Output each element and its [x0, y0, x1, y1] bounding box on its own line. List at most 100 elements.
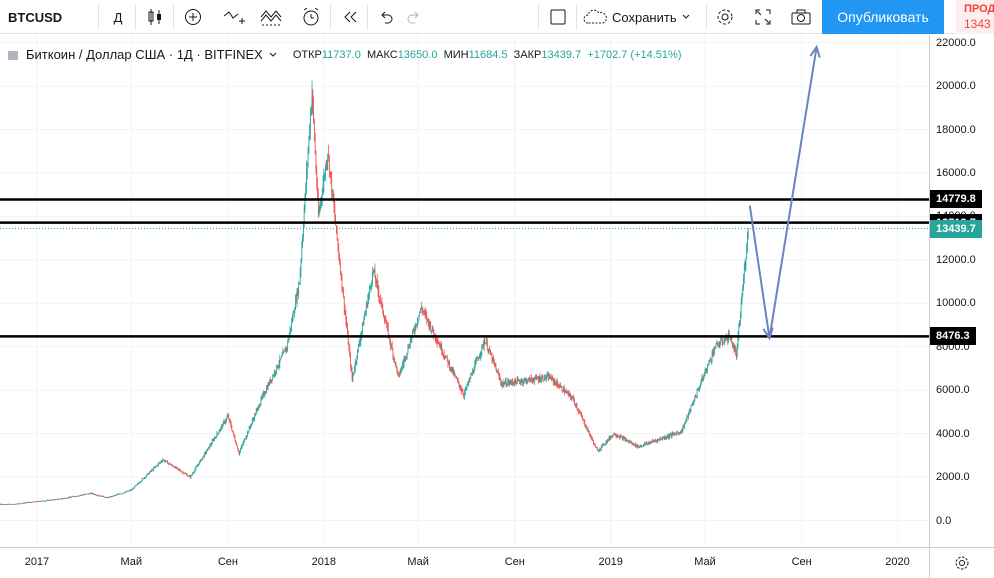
candle [123, 492, 125, 494]
replay-icon[interactable] [336, 0, 364, 34]
chevron-down-icon[interactable] [269, 52, 277, 58]
candle [14, 504, 16, 505]
arrow-path[interactable] [748, 46, 818, 339]
candle [273, 369, 275, 379]
candle [422, 307, 424, 314]
candle [474, 360, 476, 372]
candle [241, 444, 243, 449]
candle [10, 504, 12, 505]
interval-button[interactable]: Д [113, 9, 123, 25]
candle [548, 373, 550, 380]
indicators-icon[interactable] [255, 0, 287, 34]
candle [555, 381, 557, 386]
horizontal-levels[interactable] [0, 198, 929, 338]
price-chart[interactable] [0, 35, 929, 547]
candle [490, 349, 491, 356]
candle [133, 486, 135, 489]
compare-icon[interactable] [218, 0, 250, 34]
chart-settings-button[interactable] [929, 547, 994, 578]
candle [710, 356, 711, 362]
symbol-search-button[interactable]: BTCUSD [8, 9, 63, 25]
candle [633, 444, 635, 447]
candle [675, 431, 677, 436]
sell-button[interactable]: ПРОД 1343 [956, 0, 994, 34]
candle [229, 418, 231, 425]
collapse-legend-icon[interactable] [8, 49, 20, 61]
candle [679, 431, 681, 435]
candle [191, 474, 193, 476]
candle [367, 294, 369, 309]
toolbar-divider [576, 4, 577, 30]
candle [417, 319, 419, 325]
candle [322, 175, 324, 196]
redo-icon[interactable] [400, 0, 428, 34]
candle [714, 347, 716, 350]
undo-icon[interactable] [372, 0, 400, 34]
candle [242, 441, 244, 446]
candle [349, 344, 351, 358]
change-value: +1702.7 (+14.51%) [587, 48, 682, 61]
candle [158, 462, 160, 466]
candle [703, 374, 704, 382]
candle [673, 432, 675, 436]
candle [585, 423, 586, 429]
candle [102, 496, 104, 497]
candle [493, 358, 495, 367]
candle [86, 493, 88, 495]
candle [141, 478, 143, 482]
candle [261, 395, 263, 401]
candle [404, 355, 406, 362]
fullscreen-icon[interactable] [748, 0, 778, 34]
add-indicator-icon[interactable] [178, 0, 208, 34]
candle [27, 502, 29, 504]
candle [414, 324, 416, 336]
candle [406, 352, 408, 360]
candle [649, 441, 651, 445]
candles-icon[interactable] [140, 0, 170, 34]
candle [104, 496, 106, 499]
candle [384, 315, 386, 323]
candle [129, 489, 131, 492]
candle [352, 372, 354, 383]
legend-title[interactable]: Биткоин / Доллар США · 1Д · BITFINEX [26, 47, 263, 62]
candle [578, 408, 579, 415]
candle [78, 495, 79, 497]
candle [540, 376, 542, 383]
candle [100, 495, 102, 497]
candle [318, 205, 320, 217]
projection-arrow[interactable] [748, 44, 821, 341]
save-button[interactable]: Сохранить [582, 0, 706, 34]
candle [334, 201, 336, 222]
candle [332, 188, 333, 199]
alert-icon[interactable] [296, 0, 326, 34]
y-tick-label: 2000.0 [936, 471, 970, 484]
candle [689, 408, 691, 412]
candle [458, 381, 460, 388]
candle [67, 497, 68, 499]
candle [628, 439, 630, 443]
candle [279, 355, 281, 369]
candle [418, 315, 420, 321]
candle [468, 380, 469, 387]
candle [78, 495, 80, 497]
time-axis[interactable]: 2017 Май Сен 2018 Май Сен 2019 Май Сен 2020 [0, 547, 929, 578]
candle [42, 500, 44, 502]
candle [133, 487, 135, 490]
candle [583, 419, 585, 424]
candle [345, 309, 347, 326]
close-label: ЗАКР [513, 48, 542, 61]
settings-icon[interactable] [710, 0, 740, 34]
candle [572, 396, 574, 399]
candle [462, 389, 464, 397]
layout-icon[interactable] [544, 0, 572, 34]
publish-button[interactable]: Опубликовать [822, 0, 944, 34]
snapshot-icon[interactable] [786, 0, 816, 34]
candle [84, 493, 86, 495]
price-axis[interactable]: 22000.020000.018000.016000.014000.012000… [929, 35, 994, 547]
candle [718, 340, 720, 348]
candle [643, 443, 645, 448]
candle [365, 300, 367, 317]
candle [376, 278, 377, 288]
candle [526, 379, 528, 385]
candle [476, 355, 478, 362]
